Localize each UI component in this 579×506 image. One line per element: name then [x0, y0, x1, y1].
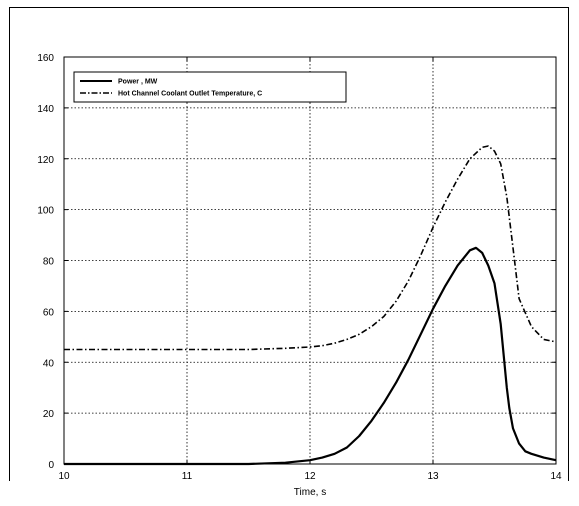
y-tick-label: 80	[43, 257, 55, 268]
x-tick-label: 12	[304, 471, 316, 482]
x-tick-label: 14	[550, 471, 562, 482]
legend-label-temperature: Hot Channel Coolant Outlet Temperature, …	[118, 91, 262, 98]
series-line-temperature	[64, 145, 557, 351]
x-tick-label: 11	[182, 471, 193, 482]
y-tick-label: 140	[37, 104, 54, 115]
y-tick-label: 20	[43, 409, 55, 420]
series-lines	[64, 145, 557, 466]
y-tick-label: 120	[37, 155, 54, 166]
figure-frame	[9, 7, 569, 481]
legend-box	[73, 71, 347, 103]
y-tick-label: 100	[37, 206, 54, 217]
y-tick-label: 60	[43, 307, 55, 318]
series-line-power	[64, 246, 557, 466]
y-tick-label: 40	[43, 358, 55, 369]
x-axis-title: Time, s	[294, 487, 326, 498]
grid	[64, 57, 556, 464]
legend: Power , MW Hot Channel Coolant Outlet Te…	[73, 71, 347, 103]
legend-label-power: Power , MW	[118, 79, 158, 86]
y-tick-label: 160	[37, 53, 54, 64]
y-tick-label: 0	[48, 460, 54, 471]
x-tick-label: 10	[58, 471, 70, 482]
x-tick-label: 13	[427, 471, 439, 482]
